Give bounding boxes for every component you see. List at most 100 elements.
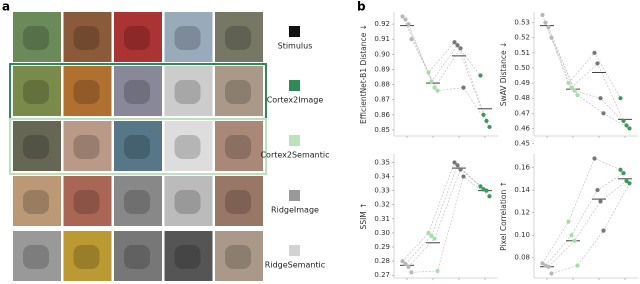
point: [406, 264, 411, 269]
image-tile: [164, 176, 213, 226]
point: [461, 174, 466, 179]
image-tile: [164, 66, 213, 116]
point: [409, 270, 414, 275]
image-detail: [225, 26, 251, 50]
y-tick-label: 0.52: [514, 34, 530, 42]
image-tile: [164, 231, 213, 281]
legend-swatch: [289, 190, 300, 201]
point: [572, 238, 577, 243]
point: [601, 111, 606, 116]
y-tick-label: 0.10: [514, 231, 530, 239]
y-tick-label: 0.49: [514, 79, 530, 87]
y-tick-label: 0.86: [374, 111, 390, 119]
image-detail: [73, 190, 100, 214]
point: [540, 12, 545, 18]
image-detail: [124, 135, 150, 159]
point: [572, 88, 577, 93]
y-tick-label: 0.46: [514, 124, 530, 132]
subject-line: [551, 37, 630, 129]
legend-swatch: [289, 245, 300, 256]
image-detail: [23, 135, 49, 159]
legend-swatch: [289, 135, 300, 146]
y-tick-label: 0.28: [374, 257, 390, 265]
row-frame: [9, 118, 267, 175]
image-tile: [215, 121, 263, 171]
point: [484, 118, 489, 123]
subject-line: [411, 39, 490, 128]
image-detail: [23, 190, 49, 214]
image-detail: [73, 80, 100, 104]
point: [458, 46, 463, 51]
y-tick-label: 0.47: [514, 109, 530, 117]
y-tick-label: 0.30: [374, 229, 390, 237]
image-detail: [174, 245, 201, 269]
legend-label: Stimulus: [278, 42, 313, 51]
image-tile: [164, 12, 213, 62]
y-tick-label: 0.32: [374, 201, 390, 209]
image-tile: [63, 176, 112, 226]
subject-line: [545, 172, 624, 266]
subject-line: [548, 180, 627, 267]
y-tick-label: 0.90: [374, 50, 390, 58]
point: [409, 37, 414, 42]
legend-label: RidgeSemantic: [265, 261, 325, 270]
point: [598, 96, 603, 101]
image-detail: [174, 80, 201, 104]
image-tile: [13, 66, 61, 116]
point: [452, 40, 457, 45]
legend-swatch: [289, 26, 300, 37]
y-tick-label: 0.85: [374, 126, 390, 134]
point: [575, 93, 580, 98]
image-tile: [215, 66, 263, 116]
subject-line: [405, 164, 484, 265]
point: [484, 188, 489, 193]
point: [592, 50, 597, 55]
point: [435, 88, 440, 93]
subject-line: [408, 169, 487, 267]
y-tick-label: 0.51: [514, 49, 530, 57]
point: [621, 118, 626, 123]
image-tile: [13, 231, 61, 281]
point: [624, 178, 629, 184]
point: [478, 73, 483, 78]
y-tick-label: 0.89: [374, 65, 390, 73]
point: [455, 43, 460, 48]
point: [429, 233, 434, 238]
point: [549, 35, 554, 40]
y-tick-label: 0.53: [514, 19, 530, 27]
image-detail: [225, 245, 251, 269]
image-tile: [215, 176, 263, 226]
point: [549, 271, 554, 276]
panel-label: a: [2, 0, 10, 14]
image-detail: [174, 135, 201, 159]
y-tick-label: 0.50: [514, 64, 530, 72]
image-detail: [124, 80, 150, 104]
image-tile: [114, 12, 162, 62]
panel-label: b: [357, 0, 366, 14]
image-tile: [13, 12, 61, 62]
point: [618, 167, 623, 172]
y-axis-label: EfficientNet-B1 Distance ↓: [359, 24, 368, 124]
image-detail: [225, 190, 251, 214]
point: [461, 85, 466, 90]
subject-line: [542, 158, 621, 264]
legend-label: Cortex2Image: [267, 96, 324, 105]
image-tile: [164, 121, 213, 171]
point: [478, 184, 483, 189]
point: [621, 171, 626, 176]
y-axis-label: SSIM ↑: [359, 203, 368, 230]
point: [400, 258, 405, 264]
image-tile: [114, 121, 162, 171]
point: [487, 124, 492, 130]
image-tile: [114, 231, 162, 281]
image-tile: [13, 176, 61, 226]
point: [569, 233, 574, 238]
subject-line: [551, 183, 630, 274]
subject-line: [402, 161, 481, 262]
point: [426, 230, 431, 236]
image-tile: [63, 121, 112, 171]
y-tick-label: 0.91: [374, 35, 390, 43]
point: [601, 228, 606, 233]
y-tick-label: 0.45: [514, 140, 530, 148]
y-tick-label: 0.92: [374, 20, 390, 28]
